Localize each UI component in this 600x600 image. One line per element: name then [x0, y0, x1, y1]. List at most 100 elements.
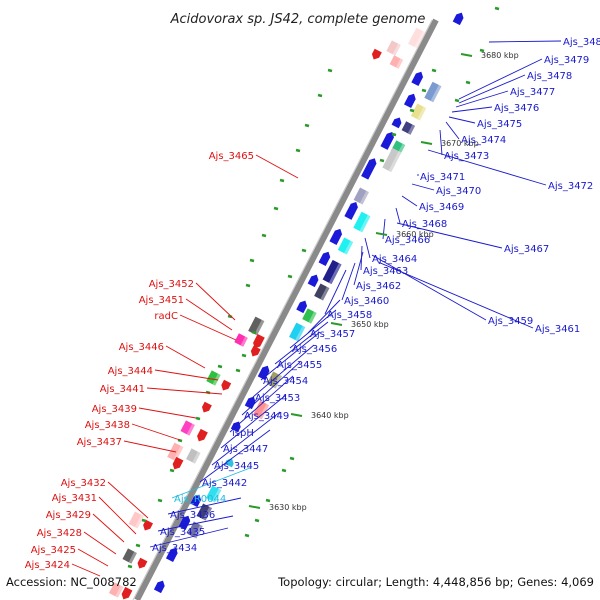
forward-gene-arrow[interactable]: [224, 457, 236, 468]
forward-gene-arrow[interactable]: [329, 227, 343, 245]
gene-label-reverse[interactable]: Ajs_3429: [46, 510, 91, 521]
gene-feature-box[interactable]: [337, 237, 354, 255]
gene-label-forward[interactable]: Ajs_3472: [548, 181, 593, 192]
gene-feature-box[interactable]: [205, 485, 222, 503]
gene-feature-box[interactable]: [206, 370, 221, 386]
gene-feature-box[interactable]: [122, 548, 137, 564]
forward-gene-arrow[interactable]: [411, 70, 425, 87]
gene-label-reverse[interactable]: Ajs_3465: [209, 151, 254, 162]
reverse-gene-arrow[interactable]: [219, 379, 232, 393]
gene-label-reverse[interactable]: Ajs_3425: [31, 545, 76, 556]
gene-feature-box[interactable]: [353, 211, 371, 233]
forward-gene-arrow[interactable]: [190, 493, 203, 508]
gene-feature-box[interactable]: [187, 521, 203, 539]
gene-label-forward[interactable]: Ajs_3455: [277, 360, 322, 371]
forward-gene-arrow[interactable]: [244, 395, 258, 410]
forward-gene-arrow[interactable]: [391, 116, 404, 129]
gene-feature-box[interactable]: [186, 448, 201, 464]
gene-feature-box[interactable]: [322, 259, 342, 285]
gene-feature-box[interactable]: [314, 283, 330, 301]
gene-label-forward[interactable]: Ajs_3447: [223, 444, 268, 455]
gene-label-forward[interactable]: ispH: [232, 428, 254, 439]
forward-gene-arrow[interactable]: [153, 579, 167, 594]
gene-feature-box[interactable]: [128, 511, 144, 529]
gene-label-forward[interactable]: Ajs_3458: [327, 310, 372, 321]
gene-label-forward[interactable]: Ajs_3456: [292, 344, 337, 355]
gene-feature-box[interactable]: [180, 420, 195, 436]
forward-gene-arrow[interactable]: [361, 156, 378, 180]
reverse-gene-arrow[interactable]: [251, 333, 265, 350]
gene-label-forward[interactable]: Ajs_3434: [152, 543, 197, 554]
gene-label-forward[interactable]: Ajs_3435: [160, 527, 205, 538]
gene-label-reverse[interactable]: Ajs_3446: [119, 342, 164, 353]
gene-feature-box[interactable]: [410, 103, 427, 121]
reverse-gene-arrow[interactable]: [200, 401, 212, 415]
gene-label-reverse[interactable]: Ajs_3428: [37, 528, 82, 539]
gene-label-forward[interactable]: Ajs_3460: [344, 296, 389, 307]
forward-gene-arrow[interactable]: [257, 364, 272, 381]
gene-label-reverse[interactable]: Ajs_3451: [139, 295, 184, 306]
gene-label-forward[interactable]: Ajs_3449: [244, 411, 289, 422]
gene-label-reverse[interactable]: Ajs_3438: [85, 420, 130, 431]
gene-feature-box[interactable]: [302, 308, 317, 324]
gene-feature-box[interactable]: [386, 40, 401, 56]
gene-label-forward[interactable]: Ajs_3471: [420, 172, 465, 183]
gene-feature-box[interactable]: [196, 503, 213, 521]
gene-label-forward[interactable]: Ajs_3453: [255, 393, 300, 404]
gene-label-forward[interactable]: Ajs_3462: [356, 281, 401, 292]
gene-label-forward[interactable]: Ajs_3454: [263, 376, 308, 387]
gene-label-reverse[interactable]: Ajs_3452: [149, 279, 194, 290]
gene-feature-box[interactable]: [248, 316, 265, 336]
forward-gene-arrow[interactable]: [318, 250, 333, 267]
reverse-gene-arrow[interactable]: [249, 345, 261, 359]
gene-feature-box[interactable]: [234, 333, 248, 347]
gene-label-forward[interactable]: Ajs_3473: [444, 151, 489, 162]
gene-label-reverse[interactable]: Ajs_3424: [25, 560, 70, 571]
gene-label-forward[interactable]: Ajs_3476: [494, 103, 539, 114]
gene-label-forward[interactable]: Ajs_3475: [477, 119, 522, 130]
gene-label-forward[interactable]: Ajs_3478: [527, 71, 572, 82]
gene-label-reverse[interactable]: Ajs_3432: [61, 478, 106, 489]
gene-feature-box[interactable]: [382, 147, 402, 173]
gene-feature-box[interactable]: [389, 55, 404, 69]
gene-label-forward[interactable]: Ajs_R0044: [174, 494, 226, 505]
gene-label-reverse[interactable]: Ajs_3444: [108, 366, 153, 377]
gene-label-forward[interactable]: Ajs_3466: [385, 235, 430, 246]
gene-label-forward[interactable]: Ajs_3468: [402, 219, 447, 230]
gene-feature-box[interactable]: [408, 27, 426, 49]
forward-gene-arrow[interactable]: [403, 92, 418, 109]
gene-label-forward[interactable]: Ajs_3463: [363, 266, 408, 277]
forward-gene-arrow[interactable]: [307, 273, 321, 288]
gene-feature-box[interactable]: [289, 322, 306, 342]
forward-gene-arrow[interactable]: [344, 200, 359, 220]
gene-label-forward[interactable]: Ajs_3464: [372, 254, 417, 265]
gene-label-reverse[interactable]: Ajs_3439: [92, 404, 137, 415]
gene-label-forward[interactable]: Ajs_3485: [563, 37, 600, 48]
reverse-gene-arrow[interactable]: [195, 428, 208, 443]
gene-label-reverse[interactable]: Ajs_3431: [52, 493, 97, 504]
reverse-gene-arrow[interactable]: [136, 557, 148, 571]
reverse-gene-arrow[interactable]: [171, 456, 184, 471]
gene-label-forward[interactable]: Ajs_3457: [310, 329, 355, 340]
gene-label-reverse[interactable]: radC: [154, 311, 178, 322]
gene-label-forward[interactable]: Ajs_3479: [544, 55, 589, 66]
gene-feature-box[interactable]: [108, 582, 124, 598]
gene-label-forward[interactable]: Ajs_3442: [202, 478, 247, 489]
forward-gene-arrow[interactable]: [452, 11, 466, 26]
reverse-gene-arrow[interactable]: [370, 48, 382, 62]
gene-label-forward[interactable]: Ajs_3461: [535, 324, 580, 335]
reverse-gene-arrow[interactable]: [141, 519, 153, 533]
gene-label-forward[interactable]: Ajs_3467: [504, 244, 549, 255]
gene-label-reverse[interactable]: Ajs_3441: [100, 384, 145, 395]
gene-label-forward[interactable]: Ajs_3459: [488, 316, 533, 327]
gene-label-reverse[interactable]: Ajs_3437: [77, 437, 122, 448]
gene-feature-box[interactable]: [353, 187, 369, 205]
forward-gene-arrow[interactable]: [380, 130, 395, 150]
forward-gene-arrow[interactable]: [165, 546, 180, 563]
gene-label-forward[interactable]: Ajs_3470: [436, 186, 481, 197]
gene-feature-box[interactable]: [401, 121, 416, 135]
gene-label-forward[interactable]: Ajs_3445: [214, 461, 259, 472]
gene-label-forward[interactable]: Ajs_3469: [419, 202, 464, 213]
gene-label-forward[interactable]: Ajs_3477: [510, 87, 555, 98]
gene-label-forward[interactable]: Ajs_3474: [461, 135, 506, 146]
